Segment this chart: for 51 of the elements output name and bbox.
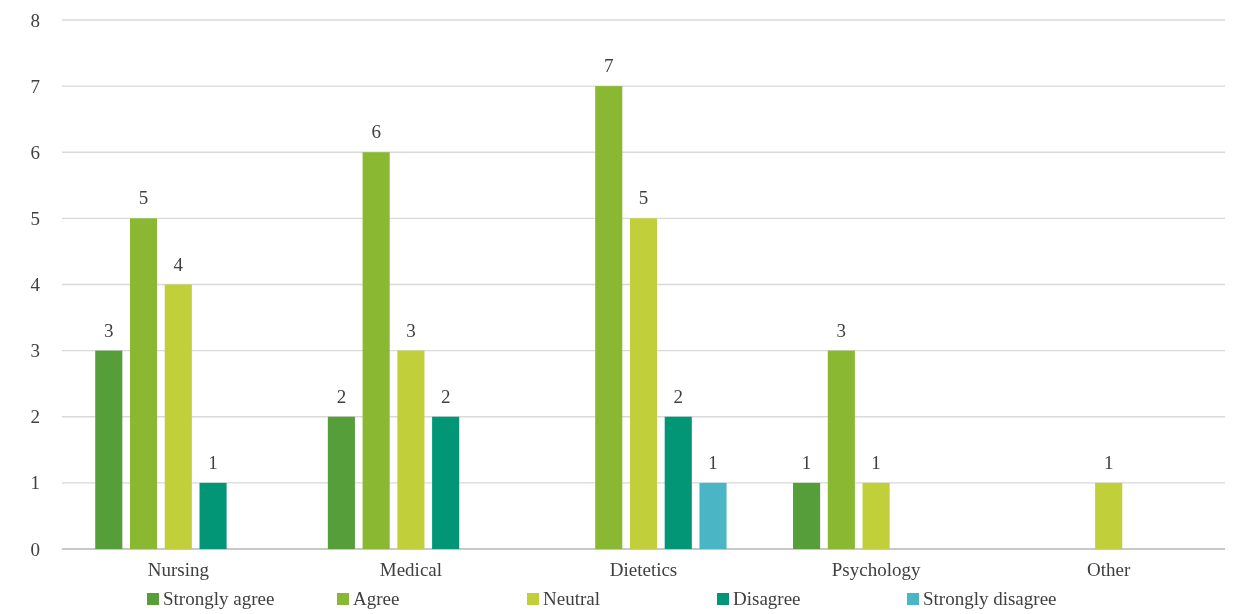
y-tick-label: 7 xyxy=(30,75,40,97)
bar xyxy=(699,482,727,549)
bar xyxy=(793,482,821,549)
bar xyxy=(827,350,855,549)
data-label: 2 xyxy=(673,385,684,407)
data-label: 3 xyxy=(406,319,416,341)
y-tick-label: 0 xyxy=(30,538,40,560)
data-label: 1 xyxy=(1103,451,1114,473)
y-tick-label: 5 xyxy=(30,207,40,229)
data-label: 2 xyxy=(336,385,347,407)
legend-label: Disagree xyxy=(733,588,801,609)
bar xyxy=(664,416,692,549)
y-tick-label: 3 xyxy=(30,340,40,362)
data-label: 1 xyxy=(208,451,218,473)
data-label: 6 xyxy=(371,121,381,143)
data-label: 7 xyxy=(603,55,614,77)
x-tick-label: Dietetics xyxy=(609,559,678,581)
y-tick-label: 4 xyxy=(30,274,41,296)
legend-label: Agree xyxy=(353,588,400,609)
x-tick-label: Nursing xyxy=(147,559,210,581)
y-tick-label: 6 xyxy=(30,141,40,163)
data-label: 4 xyxy=(173,253,184,275)
bar xyxy=(164,284,192,549)
x-tick-label: Medical xyxy=(379,559,443,581)
data-label: 5 xyxy=(138,187,149,209)
y-tick-label: 2 xyxy=(30,406,40,428)
legend-label: Strongly agree xyxy=(163,588,275,609)
x-tick-label: Other xyxy=(1087,559,1131,581)
bar xyxy=(129,218,158,549)
data-label: 5 xyxy=(638,187,649,209)
bar xyxy=(1095,482,1123,549)
x-tick-label: Psychology xyxy=(831,559,921,581)
legend-label: Neutral xyxy=(543,588,600,609)
bar xyxy=(327,416,355,549)
data-label: 3 xyxy=(836,319,847,341)
data-label: 1 xyxy=(708,451,718,473)
legend-label: Strongly disagree xyxy=(923,588,1057,609)
bar xyxy=(95,350,123,549)
bar xyxy=(862,482,890,549)
bar xyxy=(397,350,425,549)
y-tick-label: 8 xyxy=(30,9,40,31)
bar xyxy=(595,86,623,549)
bar xyxy=(362,152,390,549)
data-label: 3 xyxy=(104,319,114,341)
bar xyxy=(629,218,658,549)
bar xyxy=(432,416,460,549)
y-tick-label: 1 xyxy=(30,472,40,494)
data-label: 1 xyxy=(801,451,812,473)
data-label: 1 xyxy=(871,451,881,473)
data-label: 2 xyxy=(440,385,451,407)
bar xyxy=(199,482,227,549)
